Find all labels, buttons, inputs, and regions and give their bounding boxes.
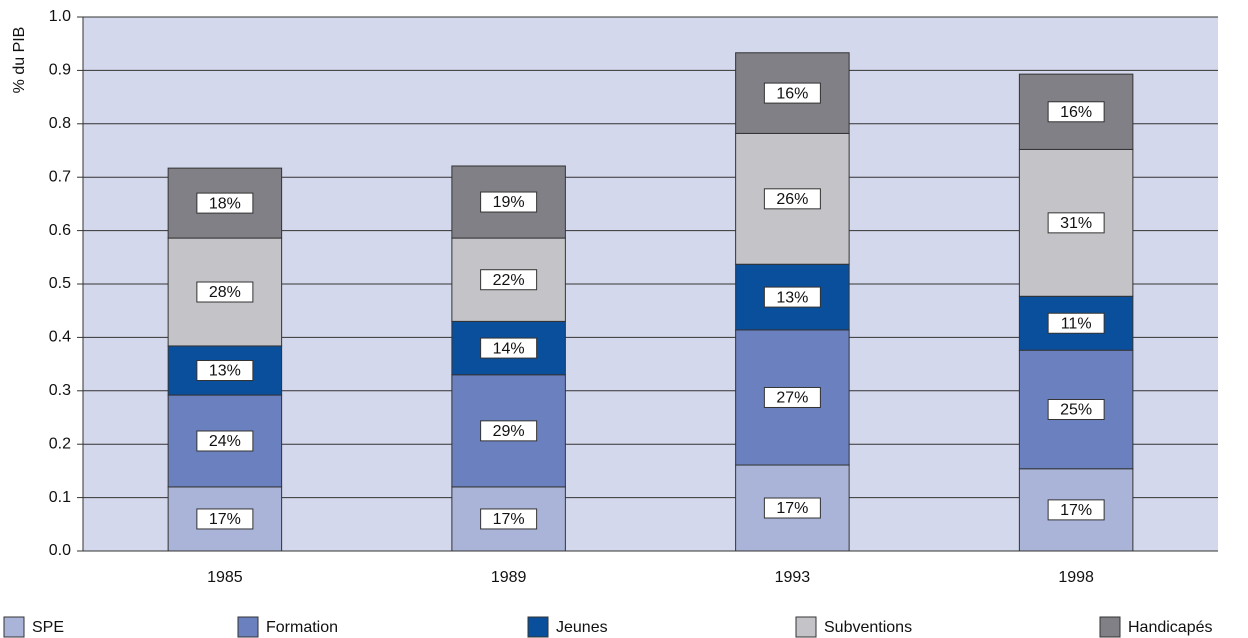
- value-label: 16%: [1060, 104, 1092, 121]
- value-label-box: [1047, 101, 1105, 123]
- value-label: 26%: [776, 191, 808, 208]
- value-label-box: [480, 337, 538, 359]
- value-label-box: [1047, 398, 1105, 420]
- value-label-box: [480, 269, 538, 291]
- value-label-box: [1047, 312, 1105, 334]
- value-label: 28%: [209, 284, 241, 301]
- value-label-box: [763, 188, 821, 210]
- value-label: 22%: [493, 272, 525, 289]
- y-tick-label: 1.0: [49, 8, 71, 25]
- value-label-box: [1047, 499, 1105, 521]
- legend-label: Subventions: [824, 619, 912, 636]
- value-label-box: [763, 386, 821, 408]
- value-label: 13%: [776, 289, 808, 306]
- value-label-box: [196, 360, 254, 382]
- value-label: 27%: [776, 390, 808, 407]
- legend-label: Formation: [266, 619, 338, 636]
- value-label: 17%: [776, 500, 808, 517]
- bar-segment: [735, 52, 850, 134]
- value-label: 25%: [1060, 402, 1092, 419]
- value-label: 14%: [493, 340, 525, 357]
- value-label: 13%: [209, 363, 241, 380]
- legend-label: Jeunes: [556, 619, 608, 636]
- y-tick-label: 0.8: [49, 115, 71, 132]
- y-tick-label: 0.6: [49, 222, 71, 239]
- legend-swatch: [1099, 616, 1121, 638]
- legend-label: Handicapés: [1128, 619, 1213, 636]
- value-label-box: [480, 420, 538, 442]
- y-tick-label: 0.2: [49, 435, 71, 452]
- y-tick-label: 0.3: [49, 382, 71, 399]
- value-label-box: [763, 286, 821, 308]
- value-label: 17%: [209, 511, 241, 528]
- y-axis-title: % du PIB: [11, 27, 28, 94]
- value-label: 29%: [493, 423, 525, 440]
- legend-swatch: [237, 616, 259, 638]
- x-tick-label: 1993: [775, 569, 811, 586]
- legend-swatch: [527, 616, 549, 638]
- legend-swatch: [795, 616, 817, 638]
- value-label: 31%: [1060, 215, 1092, 232]
- value-label: 19%: [493, 194, 525, 211]
- value-label-box: [480, 191, 538, 213]
- legend-swatch: [3, 616, 25, 638]
- value-label: 17%: [493, 511, 525, 528]
- bar-segment: [167, 167, 283, 239]
- value-label-box: [763, 82, 821, 104]
- y-tick-label: 0.7: [49, 168, 71, 185]
- value-label-box: [480, 508, 538, 530]
- x-tick-label: 1989: [491, 569, 527, 586]
- y-tick-label: 0.0: [49, 542, 71, 559]
- value-label-box: [1047, 212, 1105, 234]
- y-tick-label: 0.5: [49, 275, 71, 292]
- value-label-box: [196, 192, 254, 214]
- x-tick-label: 1985: [207, 569, 243, 586]
- value-label: 18%: [209, 195, 241, 212]
- value-label: 17%: [1060, 502, 1092, 519]
- value-label-box: [196, 508, 254, 530]
- value-label: 11%: [1061, 315, 1092, 332]
- legend-label: SPE: [32, 619, 64, 636]
- value-label: 24%: [209, 433, 241, 450]
- value-label-box: [196, 281, 254, 303]
- y-tick-label: 0.1: [49, 489, 71, 506]
- value-label-box: [763, 497, 821, 519]
- value-label: 16%: [776, 85, 808, 102]
- x-tick-label: 1998: [1058, 569, 1094, 586]
- value-label-box: [196, 430, 254, 452]
- y-tick-label: 0.4: [49, 329, 71, 346]
- y-tick-label: 0.9: [49, 62, 71, 79]
